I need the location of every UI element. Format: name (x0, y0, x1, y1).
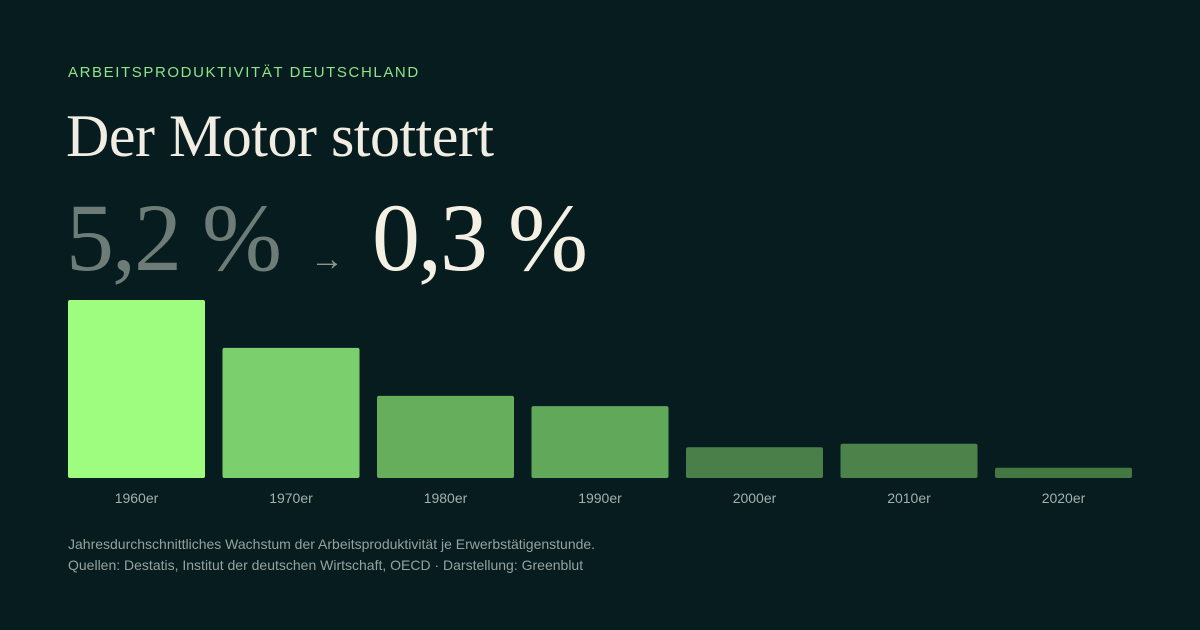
tick-label-1980er: 1980er (424, 490, 468, 506)
stat-end-value: 0,3 % (371, 184, 588, 291)
bar-2000er (686, 447, 823, 478)
bar-1960er (68, 300, 205, 478)
footnote: Jahresdurchschnittliches Wachstum der Ar… (68, 534, 595, 576)
footnote-sources: Quellen: Destatis, Institut der deutsche… (68, 557, 584, 573)
tick-label-1990er: 1990er (578, 490, 622, 506)
bar-1990er (531, 406, 669, 478)
bar-chart: 1960er 1970er 1980er 1990er 2000er 2010er 2020… (68, 300, 1132, 506)
bars-group (68, 300, 1132, 478)
page-title: Der Motor stottert (66, 103, 494, 169)
tick-label-1960er: 1960er (115, 490, 159, 506)
stat-start-value: 5,2 % (66, 184, 282, 291)
kicker-label: ARBEITSPRODUKTIVITÄT DEUTSCHLAND (68, 64, 420, 81)
bar-2010er (840, 443, 978, 478)
x-axis-labels: 1960er 1970er 1980er 1990er 2000er 2010er 2020… (115, 490, 1086, 506)
tick-label-2000er: 2000er (733, 490, 777, 506)
bar-1970er (222, 347, 360, 478)
tick-label-2010er: 2010er (887, 490, 931, 506)
tick-label-2020er: 2020er (1042, 490, 1086, 506)
arrow-right-icon: → (309, 241, 344, 278)
stat-comparison: 5,2 % → 0,3 % (66, 184, 588, 291)
footnote-description: Jahresdurchschnittliches Wachstum der Ar… (68, 536, 596, 552)
bar-2020er (995, 467, 1132, 478)
tick-label-1970er: 1970er (269, 490, 313, 506)
bar-1980er (377, 395, 514, 478)
